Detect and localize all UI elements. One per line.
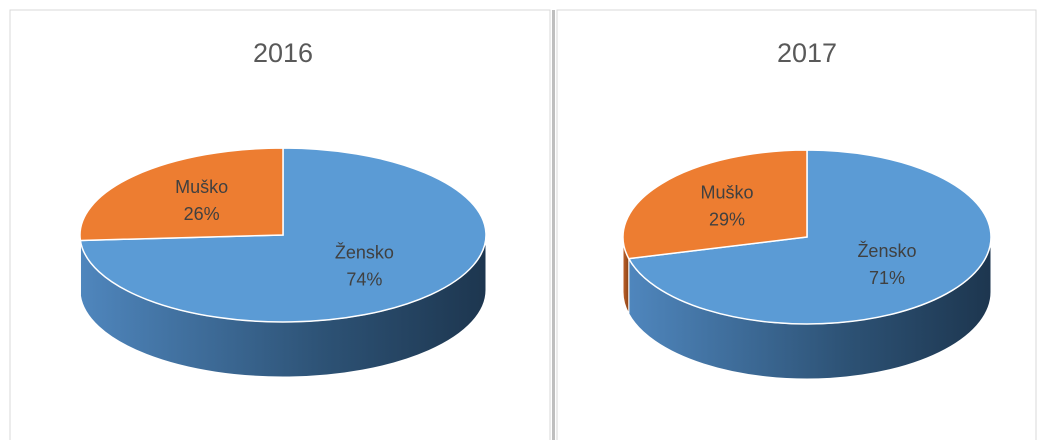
slice (627, 149, 992, 325)
chart-title: 2017 (777, 38, 837, 68)
slice-label: Muško (175, 177, 228, 197)
slice-value: 74% (346, 270, 382, 290)
panel (556, 9, 1037, 440)
slice (622, 149, 808, 260)
slice-label: Muško (701, 182, 754, 202)
slice-label: Žensko (335, 243, 394, 263)
slice-value: 26% (184, 204, 220, 224)
slice-label: Žensko (857, 241, 916, 261)
slice (79, 147, 284, 242)
slice-value: 71% (869, 268, 905, 288)
panel (9, 9, 551, 440)
slice-value: 29% (709, 209, 745, 229)
chart-title: 2016 (253, 38, 313, 68)
